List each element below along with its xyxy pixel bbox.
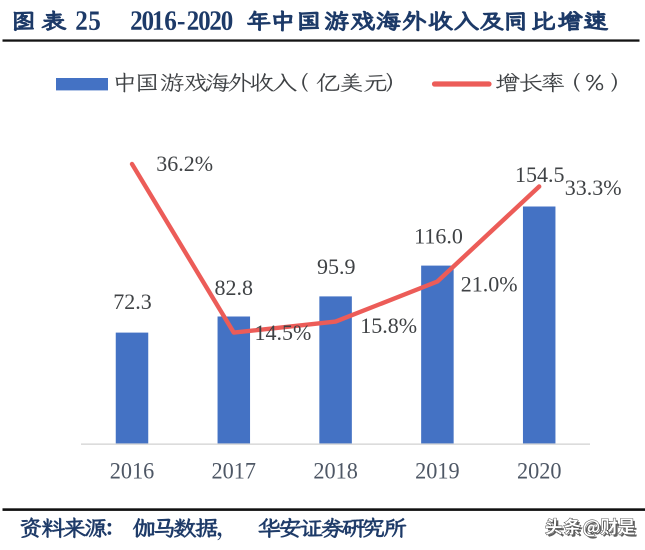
svg-text:15.8%: 15.8% bbox=[360, 313, 417, 338]
svg-text:21.0%: 21.0% bbox=[461, 272, 518, 297]
svg-text:2017: 2017 bbox=[212, 459, 257, 484]
svg-text:36.2%: 36.2% bbox=[156, 151, 213, 176]
svg-text:14.5%: 14.5% bbox=[255, 320, 312, 345]
svg-text:154.5: 154.5 bbox=[515, 162, 565, 187]
svg-text:2016: 2016 bbox=[110, 459, 155, 484]
svg-text:2020: 2020 bbox=[517, 459, 562, 484]
svg-text:82.8: 82.8 bbox=[215, 275, 254, 300]
svg-text:33.3%: 33.3% bbox=[565, 175, 622, 200]
svg-text:95.9: 95.9 bbox=[317, 254, 356, 279]
svg-text:2018: 2018 bbox=[313, 459, 358, 484]
svg-text:2019: 2019 bbox=[415, 459, 460, 484]
svg-text:116.0: 116.0 bbox=[414, 224, 463, 249]
svg-text:72.3: 72.3 bbox=[113, 289, 152, 314]
